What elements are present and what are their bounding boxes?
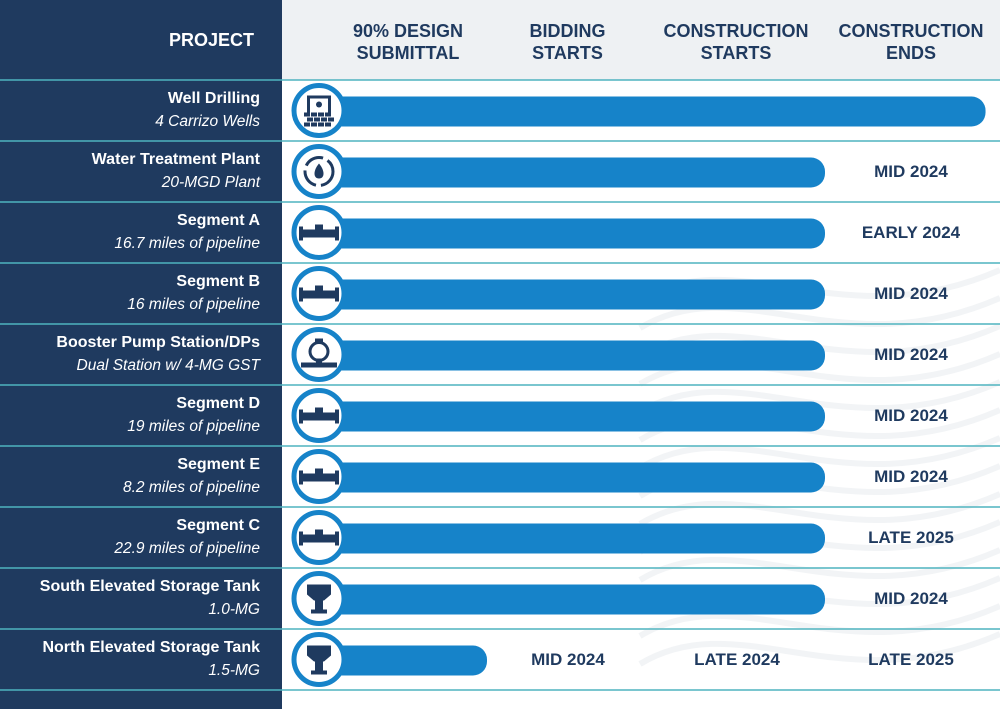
progress-bar [318,157,825,188]
progress-bar [318,645,487,676]
project-label: Segment E 8.2 miles of pipeline [0,446,282,507]
construction-end-date: MID 2024 [874,588,948,608]
water-treatment-icon [303,156,335,187]
icon-badge [291,83,347,138]
bidding-column-header: BIDDING STARTS [529,21,606,63]
pipe-icon [299,468,339,485]
project-description: 4 Carrizo Wells [155,113,260,130]
progress-bar [318,462,825,493]
project-name: Water Treatment Plant [91,151,260,168]
project-description: 8.2 miles of pipeline [123,479,260,496]
progress-bar [318,401,825,432]
header-band [282,0,1000,80]
left-panel-bg [0,0,282,709]
tank-icon [307,645,331,675]
project-label: Water Treatment Plant 20-MGD Plant [0,141,282,202]
project-description: 22.9 miles of pipeline [114,540,260,557]
project-name: South Elevated Storage Tank [39,578,260,595]
progress-bar [318,96,986,127]
tank-icon [307,584,331,614]
project-label: Booster Pump Station/DPs Dual Station w/ … [0,324,282,385]
construction-end-date: MID 2024 [874,161,948,181]
project-name: Segment A [177,212,260,229]
project-name: Segment E [177,456,260,473]
project-label: Well Drilling 4 Carrizo Wells [0,80,282,141]
project-label: Segment B 16 miles of pipeline [0,263,282,324]
construction-start-date: LATE 2024 [694,649,780,669]
project-description: 19 miles of pipeline [127,418,260,435]
project-column-header: PROJECT [168,29,254,50]
pipe-icon [299,224,339,241]
construction-end-date: MID 2024 [874,466,948,486]
well-icon [304,95,334,127]
pump-icon [301,338,337,368]
construction-start-column-header: CONSTRUCTION STARTS [663,21,809,63]
progress-bar [318,218,825,249]
construction-end-column-header: CONSTRUCTION ENDS [838,21,984,63]
project-label: Segment D 19 miles of pipeline [0,385,282,446]
project-name: Booster Pump Station/DPs [56,334,260,351]
bidding-date: MID 2024 [531,649,605,669]
project-name: North Elevated Storage Tank [42,639,260,656]
project-name: Segment D [176,395,260,412]
progress-bar [318,584,825,615]
project-description: 1.5-MG [208,662,260,679]
project-label: South Elevated Storage Tank 1.0-MG [0,568,282,629]
pipe-icon [299,285,339,302]
project-label: North Elevated Storage Tank 1.5-MG [0,629,282,690]
pipe-icon [299,529,339,546]
design-column-header: 90% DESIGN SUBMITTAL [352,21,464,63]
project-name: Segment C [176,517,260,534]
project-name: Segment B [176,273,260,290]
construction-end-date: MID 2024 [874,344,948,364]
progress-bar [318,279,825,310]
construction-end-date: MID 2024 [874,283,948,303]
project-description: Dual Station w/ 4-MG GST [76,357,260,374]
construction-end-date: LATE 2025 [868,649,954,669]
pipe-icon [299,407,339,424]
construction-end-date: EARLY 2024 [861,222,961,242]
project-label: Segment A 16.7 miles of pipeline [0,202,282,263]
project-description: 16 miles of pipeline [127,296,260,313]
icon-badge [291,327,347,382]
progress-bar [318,340,825,371]
project-description: 1.0-MG [208,601,260,618]
construction-end-date: LATE 2025 [868,527,954,547]
project-label: Segment C 22.9 miles of pipeline [0,507,282,568]
project-name: Well Drilling [167,90,260,107]
project-description: 20-MGD Plant [161,174,260,191]
project-description: 16.7 miles of pipeline [114,235,260,252]
construction-end-date: MID 2024 [874,405,948,425]
progress-bar [318,523,825,554]
